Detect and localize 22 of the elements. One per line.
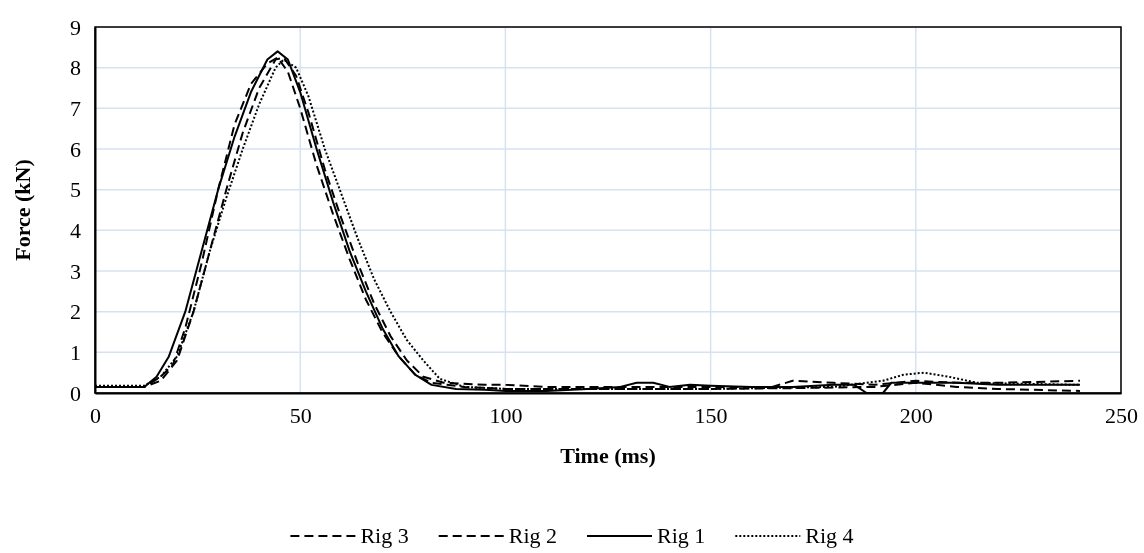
y-tick-label: 7 [70, 95, 81, 121]
x-tick-label: 200 [899, 402, 933, 428]
x-tick-label: 150 [694, 402, 728, 428]
x-axis-title: Time (ms) [560, 443, 656, 468]
y-tick-label: 6 [70, 136, 81, 162]
legend-label: Rig 4 [805, 523, 854, 548]
legend-label: Rig 3 [360, 523, 409, 548]
y-axis-title: Force (kN) [10, 159, 35, 261]
y-tick-label: 9 [70, 14, 81, 40]
legend-label: Rig 2 [508, 523, 557, 548]
legend-label: Rig 1 [657, 523, 706, 548]
y-tick-label: 5 [70, 177, 81, 203]
x-tick-label: 0 [90, 402, 101, 428]
y-tick-label: 0 [70, 380, 81, 406]
y-tick-label: 4 [70, 217, 81, 243]
x-tick-label: 100 [489, 402, 523, 428]
y-tick-label: 8 [70, 55, 81, 81]
y-tick-label: 2 [70, 299, 81, 325]
x-tick-label: 250 [1105, 402, 1138, 428]
x-tick-label: 50 [289, 402, 312, 428]
y-tick-label: 1 [70, 339, 81, 365]
y-tick-label: 3 [70, 258, 81, 284]
